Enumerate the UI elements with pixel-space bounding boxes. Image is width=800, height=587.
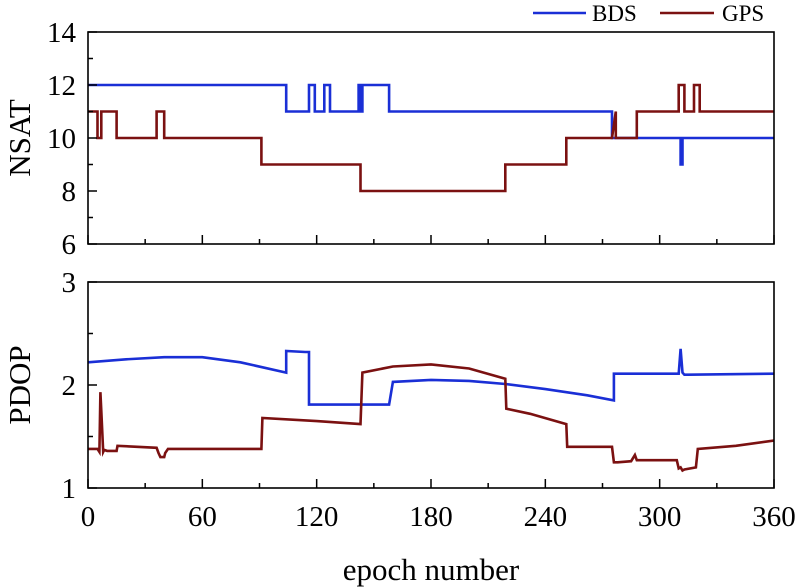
x-tick-label: 360	[752, 501, 796, 533]
series-line-gps	[88, 363, 774, 473]
series-line-bds	[88, 83, 774, 166]
y-tick-label: 2	[62, 370, 77, 402]
x-tick-label: 60	[188, 501, 217, 533]
y-axis-label: PDOP	[2, 345, 37, 424]
y-tick-label: 1	[62, 473, 77, 505]
series-line-bds	[88, 348, 774, 406]
y-tick-label: 14	[47, 17, 77, 49]
legend-label-gps: GPS	[722, 1, 764, 26]
nsat-panel: 6 8 10 12 14 NSAT	[2, 17, 775, 261]
axis-frame	[87, 281, 775, 489]
y-tick-label: 6	[62, 229, 77, 261]
y-tick-label: 3	[62, 267, 77, 299]
y-tick-label: 12	[47, 70, 76, 102]
x-tick-label: 120	[295, 501, 339, 533]
pdop-panel: 1 2 3 PDOP 0 60 120 180 240 300 360 epoch number	[2, 267, 796, 587]
x-tick-label: 300	[638, 501, 682, 533]
y-tick-label: 8	[62, 176, 77, 208]
x-tick-label: 0	[81, 501, 96, 533]
x-tick-label: 240	[524, 501, 568, 533]
y-tick-label: 10	[47, 123, 76, 155]
watermark-logo: 测绘学报	[699, 555, 792, 580]
x-tick-label: 180	[409, 501, 453, 533]
series-line-gps	[88, 83, 774, 193]
legend: BDS GPS	[533, 1, 764, 26]
x-axis-label: epoch number	[343, 552, 520, 587]
legend-label-bds: BDS	[592, 1, 637, 26]
y-axis-label: NSAT	[2, 99, 37, 177]
